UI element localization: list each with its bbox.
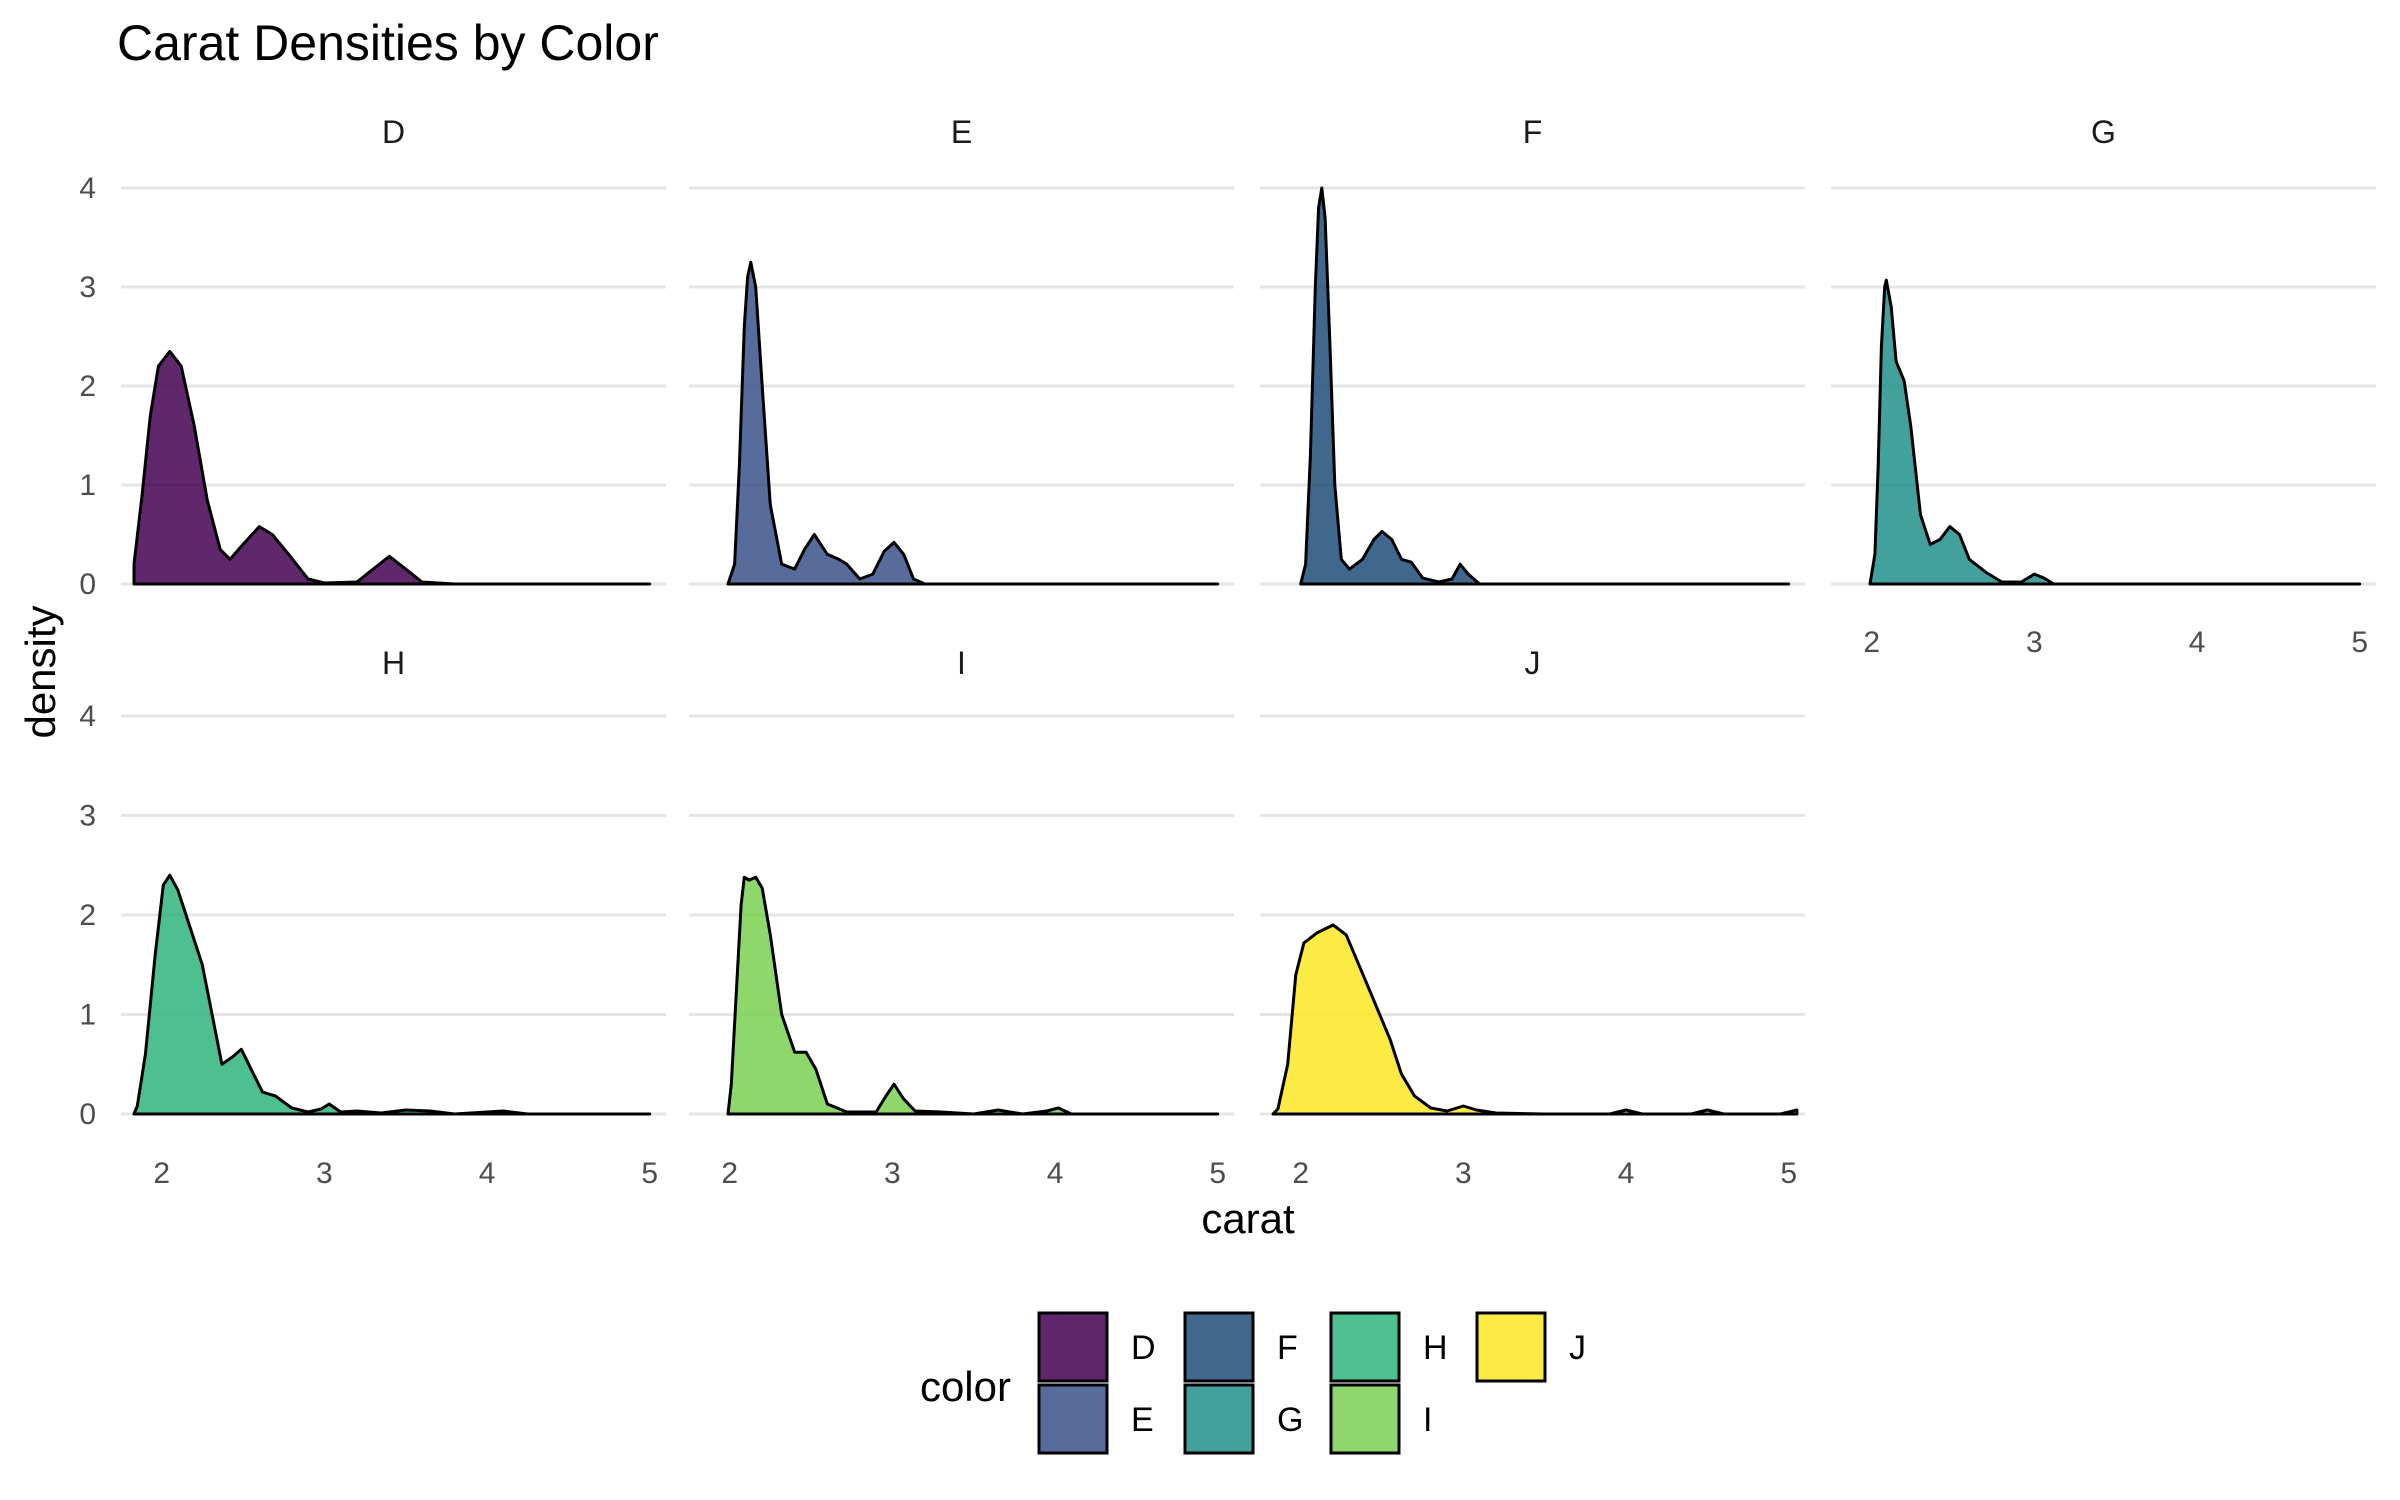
x-tick-label: 2 <box>1292 1157 1309 1190</box>
facet-panel-f: F <box>1260 114 1805 586</box>
y-tick-label: 2 <box>79 370 96 403</box>
facet-strip-label: G <box>2091 114 2116 150</box>
facet-panels: D 0 1 2 3 4 E F G 2 3 4 5 H 0 1 2 3 4 2 3 4 5 I 2 3 4 5 J 2 3 4 5 <box>79 114 2376 1190</box>
legend-label: I <box>1423 1401 1432 1439</box>
density-area-f <box>1299 186 1791 586</box>
x-tick-label: 3 <box>1455 1157 1472 1190</box>
x-tick-label: 5 <box>2351 626 2368 659</box>
y-tick-label: 1 <box>79 999 96 1032</box>
y-tick-label: 3 <box>79 271 96 304</box>
legend-label: F <box>1277 1329 1298 1367</box>
facet-panel-i: I 2 3 4 5 <box>689 645 1234 1190</box>
density-area-h <box>132 873 652 1116</box>
x-tick-label: 5 <box>1209 1157 1226 1190</box>
chart-title: Carat Densities by Color <box>117 15 659 71</box>
y-tick-label: 2 <box>79 899 96 932</box>
x-tick-label: 4 <box>1047 1157 1064 1190</box>
facet-strip-label: E <box>951 114 972 150</box>
legend-key <box>1037 1383 1109 1455</box>
legend-key <box>1329 1311 1401 1383</box>
facet-strip-label: J <box>1525 645 1541 681</box>
x-tick-label: 5 <box>1780 1157 1797 1190</box>
y-tick-label: 4 <box>79 172 96 205</box>
y-tick-label: 0 <box>79 1098 96 1131</box>
density-area-e <box>726 260 1220 586</box>
legend-key <box>1183 1383 1255 1455</box>
facet-panel-e: E <box>689 114 1234 586</box>
facet-panel-g: G 2 3 4 5 <box>1831 114 2376 659</box>
x-tick-label: 4 <box>2189 626 2206 659</box>
density-area-d <box>132 349 652 586</box>
density-area-g <box>1868 278 2362 586</box>
legend-key <box>1183 1311 1255 1383</box>
facet-strip-label: D <box>382 114 405 150</box>
x-tick-label: 3 <box>2026 626 2043 659</box>
facet-strip-label: F <box>1523 114 1543 150</box>
legend-label: J <box>1569 1329 1586 1367</box>
x-tick-label: 3 <box>316 1157 333 1190</box>
x-tick-label: 2 <box>721 1157 738 1190</box>
x-tick-label: 2 <box>153 1157 170 1190</box>
x-axis-title: carat <box>1201 1195 1295 1242</box>
x-tick-label: 5 <box>641 1157 658 1190</box>
x-tick-label: 3 <box>884 1157 901 1190</box>
density-area-j <box>1271 923 1799 1116</box>
y-tick-label: 4 <box>79 700 96 733</box>
y-axis-title: density <box>17 605 64 738</box>
facet-panel-h: H 0 1 2 3 4 2 3 4 5 <box>79 645 666 1190</box>
x-tick-label: 4 <box>479 1157 496 1190</box>
facet-strip-label: I <box>957 645 966 681</box>
legend-title: color <box>920 1363 1011 1410</box>
facet-strip-label: H <box>382 645 405 681</box>
facet-panel-d: D 0 1 2 3 4 <box>79 114 666 601</box>
y-tick-label: 3 <box>79 800 96 833</box>
legend-label: D <box>1131 1329 1156 1367</box>
legend-key <box>1037 1311 1109 1383</box>
x-tick-label: 2 <box>1863 626 1880 659</box>
density-area-i <box>726 875 1220 1116</box>
legend-label: H <box>1423 1329 1448 1367</box>
y-tick-label: 1 <box>79 469 96 502</box>
legend: color DE FG HI J <box>920 1311 1586 1455</box>
x-tick-label: 4 <box>1618 1157 1635 1190</box>
legend-key <box>1475 1311 1547 1383</box>
facet-panel-j: J 2 3 4 5 <box>1260 645 1805 1190</box>
legend-label: E <box>1131 1401 1154 1439</box>
legend-label: G <box>1277 1401 1303 1439</box>
y-tick-label: 0 <box>79 568 96 601</box>
legend-key <box>1329 1383 1401 1455</box>
